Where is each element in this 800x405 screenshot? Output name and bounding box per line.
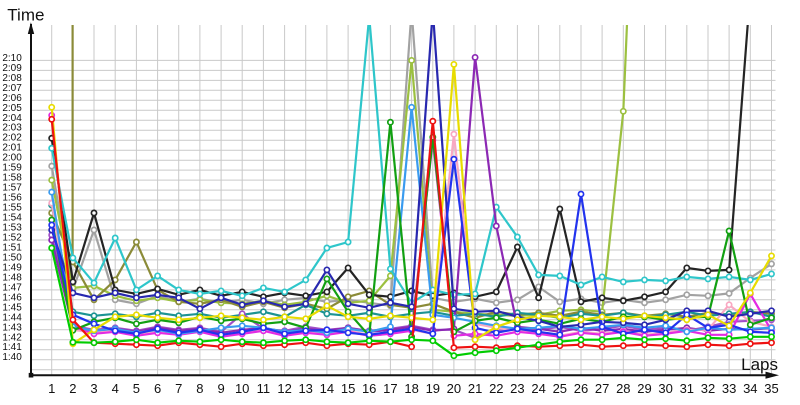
svg-text:20: 20: [447, 381, 461, 396]
svg-text:35: 35: [764, 381, 778, 396]
svg-text:2:03: 2:03: [2, 123, 22, 134]
svg-text:14: 14: [320, 381, 334, 396]
svg-text:2:01: 2:01: [2, 143, 22, 154]
svg-text:2:09: 2:09: [2, 63, 22, 74]
svg-text:2:04: 2:04: [2, 113, 22, 124]
svg-text:3: 3: [90, 381, 97, 396]
svg-text:25: 25: [553, 381, 567, 396]
svg-text:2:07: 2:07: [2, 83, 22, 94]
svg-text:15: 15: [341, 381, 355, 396]
svg-text:16: 16: [362, 381, 376, 396]
svg-text:18: 18: [404, 381, 418, 396]
svg-text:30: 30: [658, 381, 672, 396]
svg-text:21: 21: [468, 381, 482, 396]
svg-text:17: 17: [383, 381, 397, 396]
svg-text:6: 6: [154, 381, 161, 396]
svg-text:7: 7: [175, 381, 182, 396]
svg-text:2:05: 2:05: [2, 103, 22, 114]
svg-text:5: 5: [133, 381, 140, 396]
svg-text:9: 9: [217, 381, 224, 396]
svg-text:10: 10: [235, 381, 249, 396]
svg-text:1:52: 1:52: [2, 233, 22, 244]
svg-text:1:41: 1:41: [2, 342, 22, 353]
svg-text:34: 34: [743, 381, 757, 396]
svg-text:1:48: 1:48: [2, 272, 22, 283]
svg-text:1:55: 1:55: [2, 203, 22, 214]
svg-text:11: 11: [257, 381, 271, 396]
svg-text:28: 28: [616, 381, 630, 396]
svg-text:2: 2: [69, 381, 76, 396]
svg-text:1:56: 1:56: [2, 193, 22, 204]
svg-text:1:58: 1:58: [2, 173, 22, 184]
svg-text:12: 12: [277, 381, 291, 396]
svg-text:19: 19: [426, 381, 440, 396]
svg-text:1:44: 1:44: [2, 312, 22, 323]
svg-text:1:50: 1:50: [2, 252, 22, 263]
svg-text:2:00: 2:00: [2, 153, 22, 164]
svg-text:31: 31: [680, 381, 694, 396]
svg-text:29: 29: [637, 381, 651, 396]
svg-text:1:40: 1:40: [2, 352, 22, 363]
svg-text:1:53: 1:53: [2, 223, 22, 234]
svg-text:1: 1: [48, 381, 55, 396]
svg-text:23: 23: [510, 381, 524, 396]
svg-text:13: 13: [298, 381, 312, 396]
svg-text:8: 8: [196, 381, 203, 396]
svg-text:1:49: 1:49: [2, 262, 22, 273]
svg-text:Laps: Laps: [741, 355, 778, 374]
svg-text:24: 24: [531, 381, 545, 396]
svg-text:Time: Time: [7, 6, 44, 25]
svg-text:1:46: 1:46: [2, 292, 22, 303]
svg-text:1:45: 1:45: [2, 302, 22, 313]
svg-text:2:08: 2:08: [2, 73, 22, 84]
svg-text:1:42: 1:42: [2, 332, 22, 343]
svg-text:2:06: 2:06: [2, 93, 22, 104]
svg-text:1:43: 1:43: [2, 322, 22, 333]
svg-text:1:57: 1:57: [2, 183, 22, 194]
svg-text:22: 22: [489, 381, 503, 396]
svg-text:1:59: 1:59: [2, 163, 22, 174]
svg-text:1:47: 1:47: [2, 282, 22, 293]
svg-text:2:10: 2:10: [2, 53, 22, 64]
svg-text:33: 33: [722, 381, 736, 396]
svg-text:26: 26: [574, 381, 588, 396]
svg-text:32: 32: [701, 381, 715, 396]
svg-text:27: 27: [595, 381, 609, 396]
svg-text:2:02: 2:02: [2, 133, 22, 144]
svg-text:1:54: 1:54: [2, 213, 22, 224]
svg-text:4: 4: [112, 381, 119, 396]
svg-text:1:51: 1:51: [2, 243, 22, 254]
